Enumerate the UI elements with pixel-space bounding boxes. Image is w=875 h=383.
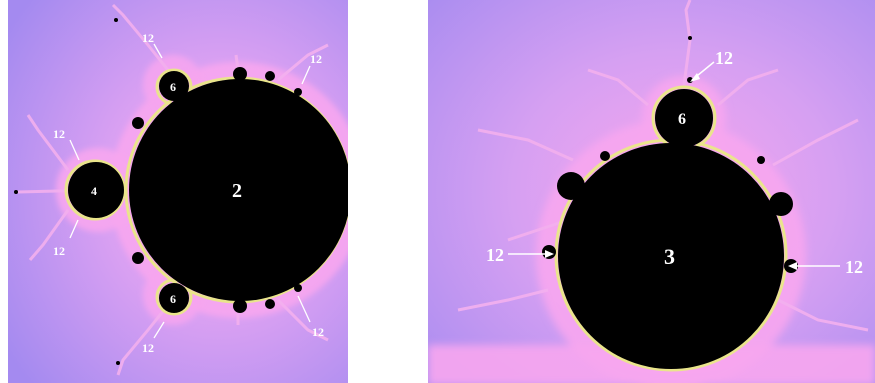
mandelbrot-panel-right: 3 6 12 12 12 — [428, 0, 875, 383]
bulb-bottom-label: 6 — [170, 292, 176, 306]
filaments — [457, 0, 869, 332]
mandelbrot-set — [542, 36, 798, 369]
main-cardioid — [129, 79, 348, 301]
mandelbrot-set — [14, 18, 348, 365]
mandelbrot-left-svg: 2 4 6 6 12 12 12 12 12 12 — [8, 0, 348, 383]
callout-arrowheads — [545, 73, 797, 270]
mandelbrot-panel-left: 2 4 6 6 12 12 12 12 12 12 — [8, 0, 348, 383]
callout-label-right: 12 — [845, 257, 863, 277]
period-6-bulb-top — [159, 71, 189, 101]
callout-label-top-right: 12 — [310, 52, 322, 66]
callout-label-left-upper: 12 — [53, 127, 65, 141]
callout-label-bottom-center: 12 — [142, 341, 154, 355]
period-4-bulb — [68, 162, 124, 218]
bulb-top-label: 6 — [170, 80, 176, 94]
main-bulb-label: 3 — [664, 244, 675, 269]
callout-lines — [69, 43, 311, 339]
bulb-left-label: 4 — [91, 184, 97, 198]
period-3-bulb — [558, 143, 784, 369]
period-6-bulb-bottom — [159, 283, 189, 313]
period-6-bulb — [655, 89, 713, 147]
callout-label-left-lower: 12 — [53, 244, 65, 258]
callout-label-left: 12 — [486, 245, 504, 265]
callout-label-top-left: 12 — [142, 31, 154, 45]
top-bulb-label: 6 — [678, 111, 686, 128]
callout-label-bottom-right: 12 — [312, 325, 324, 339]
mandelbrot-right-svg: 3 6 12 12 12 — [428, 0, 875, 383]
callout-label-top: 12 — [715, 48, 733, 68]
filaments — [17, 3, 329, 376]
main-cardioid-label: 2 — [232, 180, 242, 202]
